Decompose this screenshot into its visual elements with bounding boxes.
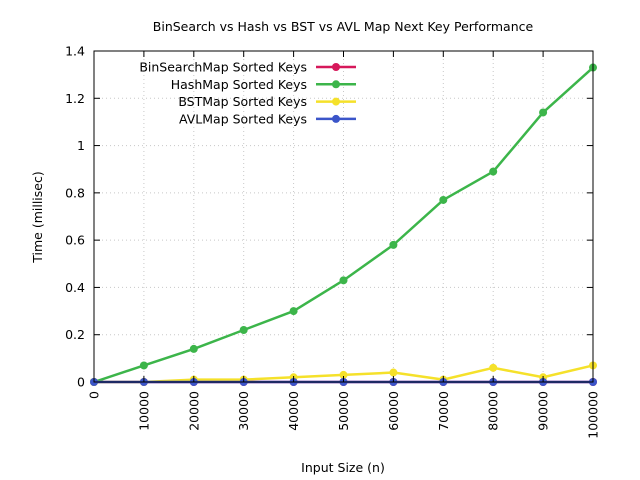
y-tick-label: 0.4	[65, 280, 85, 295]
data-point	[539, 108, 548, 117]
y-tick-label: 1.4	[65, 44, 85, 59]
x-tick-label: 100000	[586, 391, 601, 439]
y-tick-label: 0.2	[65, 327, 85, 342]
data-point	[439, 195, 448, 204]
legend-label: BinSearchMap Sorted Keys	[139, 60, 307, 75]
legend-label: BSTMap Sorted Keys	[178, 94, 307, 109]
y-tick-label: 1	[77, 138, 85, 153]
x-tick-label: 40000	[286, 391, 301, 431]
legend-swatch-point	[332, 63, 340, 71]
y-tick-label: 0.6	[65, 233, 85, 248]
data-point	[389, 368, 398, 377]
x-axis-label: Input Size (n)	[301, 460, 385, 475]
x-tick-label: 80000	[486, 391, 501, 431]
data-point	[489, 167, 498, 176]
chart-title: BinSearch vs Hash vs BST vs AVL Map Next…	[153, 19, 534, 34]
y-tick-label: 0	[77, 375, 85, 390]
data-point	[189, 344, 198, 353]
x-tick-label: 20000	[186, 391, 201, 431]
x-tick-label: 30000	[236, 391, 251, 431]
data-point	[239, 325, 248, 334]
legend: BinSearchMap Sorted Keys HashMap Sorted K…	[139, 60, 356, 126]
legend-swatch-point	[332, 114, 340, 123]
data-point	[389, 240, 398, 249]
data-point	[489, 363, 498, 372]
legend-label: AVLMap Sorted Keys	[179, 111, 307, 126]
x-tick-label: 0	[87, 391, 102, 399]
legend-label: HashMap Sorted Keys	[171, 77, 307, 92]
x-tick-label: 90000	[536, 391, 551, 431]
x-tick-label: 50000	[336, 391, 351, 431]
x-tick-label: 10000	[136, 391, 151, 431]
data-point	[289, 307, 298, 316]
y-tick-label: 0.8	[65, 185, 85, 200]
y-axis-label: Time (millisec)	[30, 171, 45, 263]
y-tick-label: 1.2	[65, 91, 85, 106]
legend-swatch-point	[332, 80, 340, 89]
data-point	[139, 361, 148, 370]
legend-swatch-point	[332, 97, 340, 106]
data-point	[339, 276, 348, 285]
x-tick-label: 70000	[436, 391, 451, 431]
ticks: 0 0.2 0.4 0.6 0.8 1 1.2 1.4 0 10000 20000 30000 4000…	[65, 44, 600, 439]
data-point	[339, 370, 348, 379]
x-tick-label: 60000	[386, 391, 401, 431]
